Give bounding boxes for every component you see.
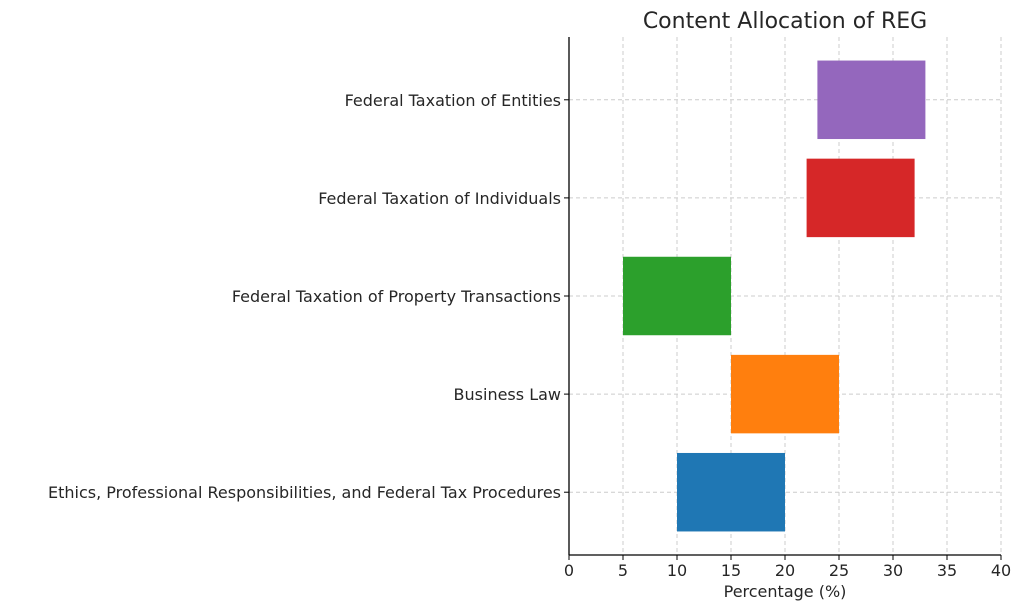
x-tick-label: 30 [883, 561, 903, 580]
x-tick-label: 5 [618, 561, 628, 580]
x-tick-label: 15 [721, 561, 741, 580]
x-tick-label: 35 [937, 561, 957, 580]
y-tick-label: Business Law [454, 385, 561, 404]
bar-4 [806, 158, 915, 238]
bar-2 [731, 354, 839, 434]
x-tick-label: 25 [829, 561, 849, 580]
y-tick-label: Federal Taxation of Entities [345, 91, 561, 110]
x-tick-label: 10 [667, 561, 687, 580]
x-tick-label: 40 [991, 561, 1011, 580]
y-tick-label: Federal Taxation of Property Transaction… [232, 287, 561, 306]
y-tick-labels: Ethics, Professional Responsibilities, a… [48, 91, 569, 502]
x-axis-label: Percentage (%) [724, 582, 847, 601]
y-tick-label: Federal Taxation of Individuals [318, 189, 561, 208]
bars [623, 60, 926, 532]
x-tick-label: 0 [564, 561, 574, 580]
x-tick-label: 20 [775, 561, 795, 580]
bar-5 [817, 60, 926, 140]
y-tick-label: Ethics, Professional Responsibilities, a… [48, 483, 561, 502]
chart-title: Content Allocation of REG [643, 9, 927, 34]
bar-1 [677, 452, 785, 532]
x-tick-labels: 0 5 10 15 20 25 30 35 40 [564, 555, 1011, 580]
bar-3 [623, 256, 731, 336]
